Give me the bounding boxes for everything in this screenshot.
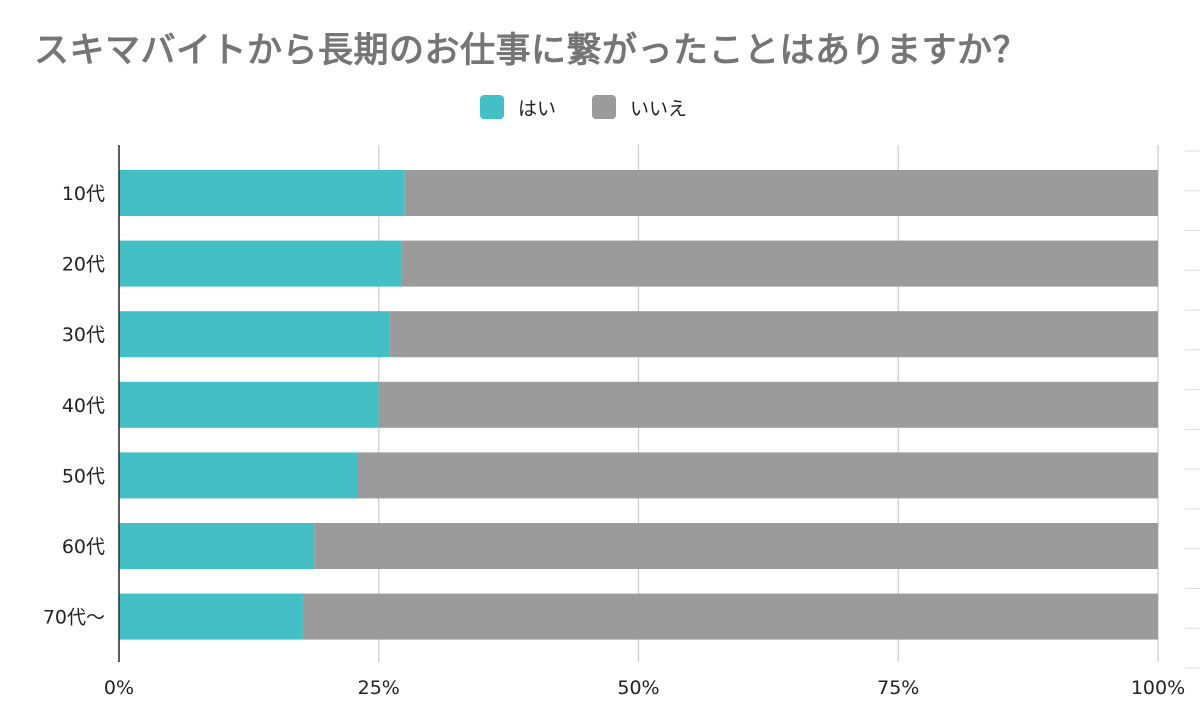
bar-no-2	[389, 311, 1158, 358]
chart-title: スキマバイトから長期のお仕事に繋がったことはありますか？	[34, 31, 1029, 71]
bar-yes-2	[119, 311, 390, 358]
bar-yes-4	[119, 452, 358, 499]
y-tick-label-6: 70代〜	[43, 607, 105, 629]
bar-no-6	[302, 593, 1158, 640]
x-tick-label-1: 25%	[358, 677, 400, 699]
legend-item-no: いいえ	[592, 94, 687, 121]
bar-no-3	[378, 381, 1158, 428]
x-tick-label-3: 75%	[877, 677, 919, 699]
y-tick-label-0: 10代	[62, 183, 105, 205]
legend-item-yes: はい	[480, 94, 556, 121]
y-tick-label-1: 20代	[62, 254, 105, 276]
bar-yes-3	[119, 381, 379, 428]
bar-no-5	[314, 523, 1158, 569]
bar-yes-0	[119, 170, 405, 216]
legend-swatch-yes	[480, 95, 504, 119]
bar-no-0	[404, 170, 1159, 216]
y-tick-label-3: 40代	[62, 395, 105, 417]
legend-swatch-no	[592, 95, 617, 119]
x-tick-label-0: 0%	[104, 677, 134, 699]
bar-yes-5	[119, 523, 315, 569]
y-tick-label-5: 60代	[62, 536, 105, 558]
bar-yes-6	[119, 593, 303, 640]
x-tick-label-2: 50%	[617, 677, 659, 699]
legend: はい いいえ	[480, 92, 723, 122]
y-tick-label-2: 30代	[62, 324, 105, 346]
x-tick-label-4: 100%	[1131, 677, 1185, 699]
legend-label-no: いいえ	[630, 97, 688, 120]
y-tick-label-4: 50代	[62, 465, 105, 487]
bar-no-4	[357, 452, 1159, 499]
bar-yes-1	[119, 240, 402, 287]
legend-label-yes: はい	[518, 97, 557, 120]
bar-no-1	[401, 240, 1158, 287]
